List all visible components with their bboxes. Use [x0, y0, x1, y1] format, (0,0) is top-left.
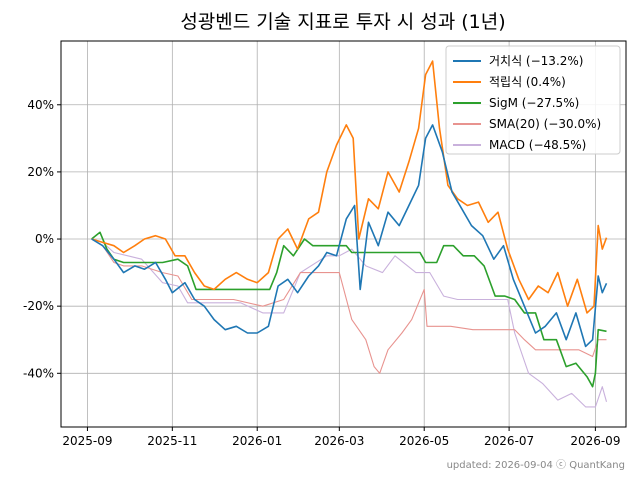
y-axis: -40% -20% 0% 20% 40%	[23, 98, 61, 380]
y-tick-label: -40%	[23, 366, 54, 380]
y-tick-label: 0%	[35, 232, 54, 246]
legend-label: 적립식 (0.4%)	[489, 75, 566, 89]
legend-label: SMA(20) (−30.0%)	[489, 117, 601, 131]
y-tick-label: -20%	[23, 299, 54, 313]
series-line-1	[91, 60, 608, 314]
series-line-2	[91, 231, 607, 388]
legend-label: MACD (−48.5%)	[489, 138, 586, 152]
footer-credit: updated: 2026-09-04 ⓒ QuantKang	[447, 459, 625, 471]
series-line-0	[91, 124, 608, 348]
legend-label: SigM (−27.5%)	[489, 96, 579, 110]
series-line-4	[91, 238, 608, 408]
x-tick-label: 2026-03	[314, 434, 364, 448]
x-tick-label: 2026-01	[232, 434, 282, 448]
chart-title: 성광벤드 기술 지표로 투자 시 성과 (1년)	[180, 11, 505, 33]
legend-box	[445, 45, 621, 155]
x-tick-label: 2025-11	[147, 434, 197, 448]
y-tick-label: 40%	[27, 98, 54, 112]
x-tick-label: 2026-09	[570, 434, 620, 448]
series-line-3	[91, 238, 607, 374]
x-axis: 2025-09 2025-11 2026-01 2026-03 2026-05 2026-…	[62, 427, 620, 448]
x-tick-label: 2026-05	[399, 434, 449, 448]
legend: 거치식 (−13.2%) 적립식 (0.4%) SigM (−27.5%) SMA(2…	[445, 45, 621, 155]
x-tick-label: 2025-09	[62, 434, 112, 448]
x-tick-label: 2026-07	[484, 434, 534, 448]
plot-frame	[60, 40, 627, 428]
series-layer	[91, 60, 608, 408]
legend-label: 거치식 (−13.2%)	[489, 54, 583, 68]
y-tick-label: 20%	[27, 165, 54, 179]
